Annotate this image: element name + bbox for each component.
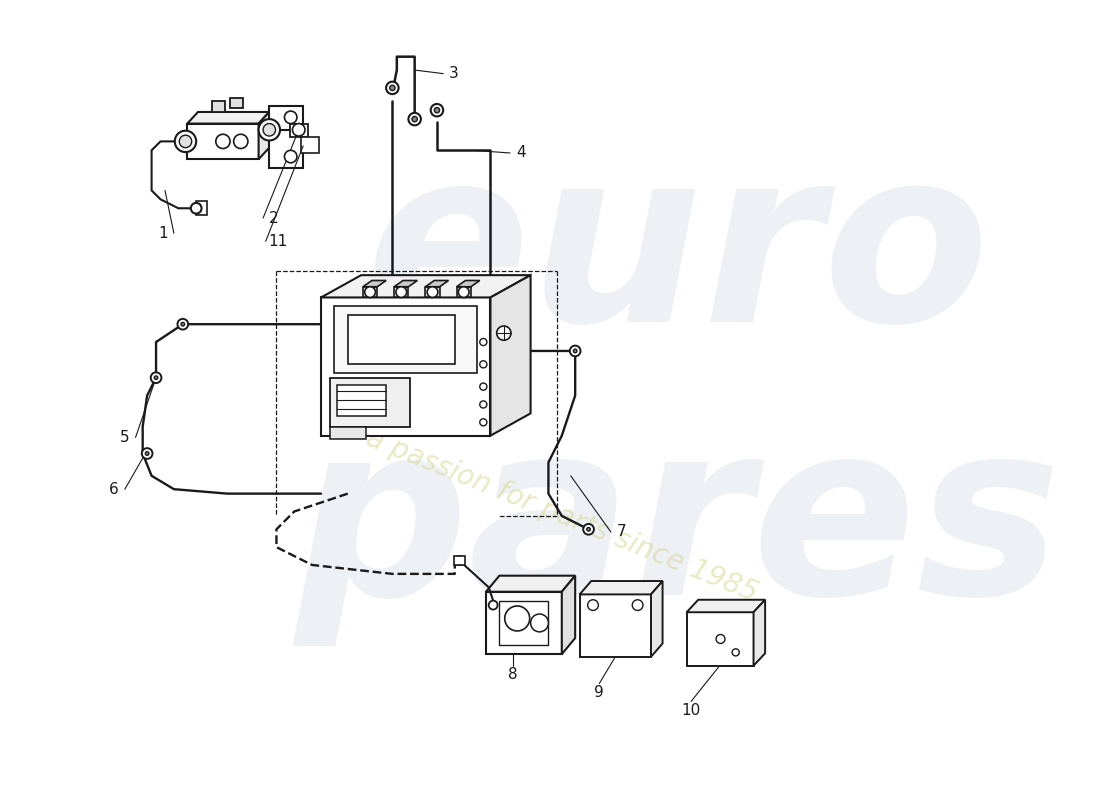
Text: 11: 11 [268, 234, 288, 249]
Circle shape [386, 82, 398, 94]
Text: 4: 4 [516, 146, 526, 161]
Circle shape [142, 448, 153, 459]
Bar [330, 378, 410, 426]
Circle shape [480, 401, 487, 408]
Text: 6: 6 [109, 482, 119, 497]
Text: 8: 8 [508, 667, 518, 682]
Circle shape [716, 634, 725, 643]
Circle shape [389, 86, 395, 90]
Circle shape [586, 527, 591, 531]
Polygon shape [754, 600, 766, 666]
Bar [337, 385, 386, 416]
Circle shape [151, 372, 162, 383]
Polygon shape [456, 281, 480, 286]
Circle shape [480, 361, 487, 368]
Bar [348, 315, 454, 364]
Polygon shape [230, 98, 243, 108]
Polygon shape [212, 102, 224, 112]
Text: 3: 3 [449, 66, 459, 81]
Circle shape [175, 130, 196, 152]
Circle shape [459, 286, 469, 298]
Text: euro
pares: euro pares [294, 137, 1062, 646]
Circle shape [412, 117, 417, 122]
Circle shape [505, 606, 530, 631]
Circle shape [431, 104, 443, 117]
Text: 9: 9 [594, 685, 604, 700]
Polygon shape [491, 275, 530, 436]
Circle shape [396, 286, 407, 298]
Polygon shape [651, 581, 662, 657]
Polygon shape [580, 594, 651, 657]
Circle shape [480, 418, 487, 426]
Circle shape [587, 600, 598, 610]
Circle shape [177, 319, 188, 330]
Polygon shape [454, 556, 464, 565]
Polygon shape [301, 137, 319, 153]
Polygon shape [426, 281, 449, 286]
Circle shape [454, 556, 464, 565]
Circle shape [365, 286, 375, 298]
Circle shape [263, 123, 276, 136]
Polygon shape [187, 123, 258, 159]
Circle shape [488, 601, 497, 610]
Polygon shape [187, 112, 270, 123]
Circle shape [427, 286, 438, 298]
Polygon shape [258, 112, 270, 159]
Circle shape [530, 614, 549, 632]
Polygon shape [394, 286, 408, 298]
Polygon shape [486, 576, 575, 592]
Circle shape [182, 322, 185, 326]
Text: 2: 2 [270, 210, 278, 226]
Circle shape [216, 134, 230, 149]
Polygon shape [270, 106, 304, 168]
Polygon shape [686, 612, 754, 666]
Circle shape [233, 134, 248, 149]
Circle shape [434, 107, 440, 113]
Text: 10: 10 [682, 703, 701, 718]
Polygon shape [426, 286, 440, 298]
Circle shape [285, 150, 297, 162]
Polygon shape [456, 286, 471, 298]
Text: a passion for parts since 1985: a passion for parts since 1985 [362, 424, 761, 607]
Circle shape [145, 452, 149, 455]
Circle shape [408, 113, 421, 126]
Circle shape [497, 326, 512, 340]
Polygon shape [289, 123, 308, 137]
Polygon shape [363, 286, 377, 298]
Polygon shape [394, 281, 417, 286]
Circle shape [480, 383, 487, 390]
Polygon shape [562, 576, 575, 654]
Circle shape [285, 111, 297, 123]
Bar [330, 426, 365, 439]
Polygon shape [321, 298, 491, 436]
Circle shape [573, 349, 578, 353]
Circle shape [293, 123, 305, 136]
Polygon shape [486, 592, 562, 654]
Bar [334, 306, 477, 374]
Circle shape [190, 203, 201, 214]
Circle shape [154, 376, 157, 379]
Polygon shape [580, 581, 662, 594]
Circle shape [632, 600, 644, 610]
Text: 5: 5 [120, 430, 130, 445]
Circle shape [179, 135, 191, 148]
Circle shape [583, 524, 594, 534]
Polygon shape [363, 281, 386, 286]
Text: 1: 1 [158, 226, 168, 241]
Circle shape [480, 338, 487, 346]
Polygon shape [196, 201, 207, 215]
Circle shape [258, 119, 280, 141]
Polygon shape [321, 275, 530, 298]
Circle shape [733, 649, 739, 656]
Polygon shape [499, 601, 549, 646]
Circle shape [570, 346, 581, 356]
Polygon shape [686, 600, 766, 612]
Text: 7: 7 [617, 525, 626, 539]
